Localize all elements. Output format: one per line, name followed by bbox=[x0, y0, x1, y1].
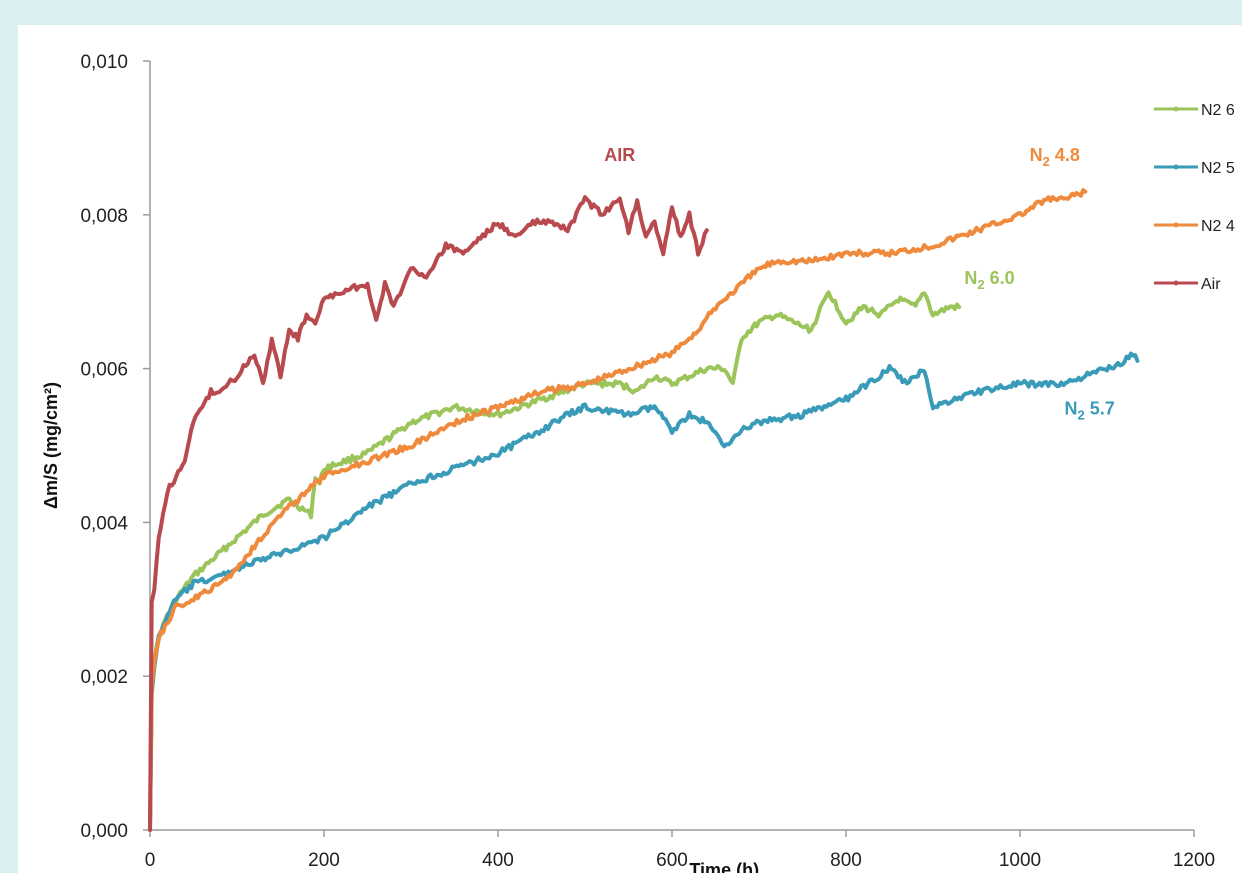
legend-label: N2 6 bbox=[1201, 102, 1235, 119]
legend-swatch-marker bbox=[1173, 106, 1179, 112]
series-line bbox=[148, 290, 962, 832]
legend-label: N2 4 bbox=[1201, 218, 1235, 235]
series-annotation: AIR bbox=[604, 145, 635, 165]
y-tick-label: 0,010 bbox=[80, 52, 128, 73]
x-ticks: 0 200 400 600 800 1000 1200 bbox=[145, 830, 1215, 871]
x-tick-label: 1000 bbox=[999, 850, 1041, 871]
series-annotation: N2 6.0 bbox=[964, 268, 1014, 292]
y-tick-label: 0,000 bbox=[80, 821, 128, 842]
y-tick-label: 0,004 bbox=[80, 513, 128, 534]
x-axis-title: Time (h) bbox=[689, 860, 759, 873]
x-tick-label: 800 bbox=[830, 850, 862, 871]
series-line bbox=[148, 351, 1140, 832]
series-line bbox=[148, 195, 709, 832]
y-tick-label: 0,006 bbox=[80, 360, 128, 381]
series-annotation: N2 5.7 bbox=[1064, 399, 1114, 423]
y-tick-label: 0,002 bbox=[80, 667, 128, 688]
series-group bbox=[148, 188, 1140, 832]
legend-label: N2 5 bbox=[1201, 160, 1235, 177]
y-axis-title: Δm/S (mg/cm²) bbox=[41, 382, 61, 509]
x-tick-label: 1200 bbox=[1173, 850, 1215, 871]
series-line bbox=[148, 188, 1088, 832]
x-tick-label: 200 bbox=[308, 850, 340, 871]
y-ticks: 0,000 0,002 0,004 0,006 0,008 0,010 bbox=[80, 52, 150, 842]
legend-swatch-marker bbox=[1173, 222, 1179, 228]
annotations: AIR N2 4.8 N2 6.0 N2 5.7 bbox=[604, 145, 1114, 423]
axes bbox=[149, 61, 1194, 831]
x-tick-label: 400 bbox=[482, 850, 514, 871]
chart-frame: 0,000 0,002 0,004 0,006 0,008 0,010 0 200 400 60… bbox=[18, 25, 1242, 873]
line-chart: 0,000 0,002 0,004 0,006 0,008 0,010 0 200 400 60… bbox=[41, 52, 1235, 873]
legend: N2 6 N2 5 N2 4 Air bbox=[1154, 102, 1235, 293]
x-tick-label: 600 bbox=[656, 850, 688, 871]
x-tick-label: 0 bbox=[145, 850, 156, 871]
y-tick-label: 0,008 bbox=[80, 206, 128, 227]
legend-swatch-marker bbox=[1173, 280, 1179, 286]
legend-label: Air bbox=[1201, 276, 1221, 293]
legend-swatch-marker bbox=[1173, 164, 1179, 170]
series-annotation: N2 4.8 bbox=[1030, 145, 1080, 169]
